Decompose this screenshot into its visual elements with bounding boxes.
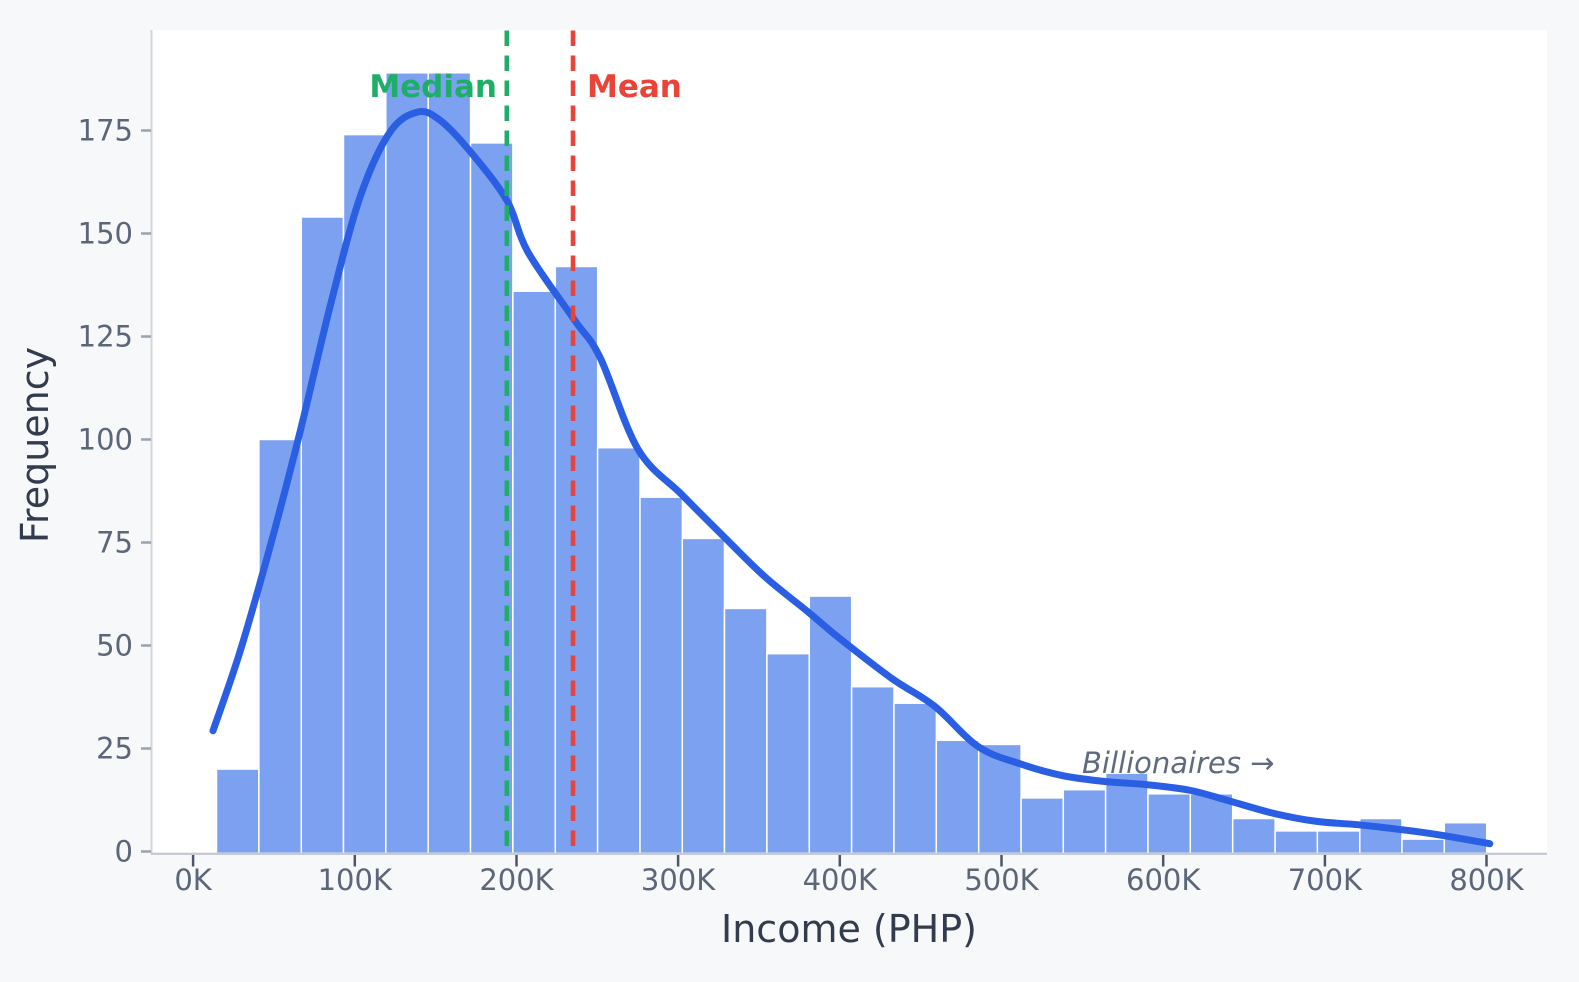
mean-line-label: Mean <box>587 69 682 105</box>
x-tick-label: 200K <box>479 863 554 897</box>
histogram-bar <box>1062 788 1107 854</box>
x-tick-label: 700K <box>1288 863 1363 897</box>
median-line-label: Median <box>369 69 497 105</box>
y-axis-label: Frequency <box>13 347 57 543</box>
x-tick-label: 300K <box>641 863 716 897</box>
histogram-bar <box>1231 817 1276 854</box>
y-tick-label: 25 <box>96 732 133 766</box>
histogram-bar <box>215 768 260 854</box>
y-tick-label: 50 <box>96 629 133 663</box>
histogram-bar <box>1147 793 1192 854</box>
histogram-bar <box>1274 830 1319 854</box>
histogram-bar <box>935 739 980 854</box>
bars-layer <box>215 72 1488 854</box>
histogram-bar <box>385 72 429 854</box>
histogram-bar <box>639 496 684 854</box>
y-tick-label: 75 <box>96 526 133 560</box>
histogram-bar <box>300 216 345 854</box>
histogram-bar <box>1316 830 1361 854</box>
histogram-bar <box>427 72 472 854</box>
x-tick-label: 100K <box>318 863 393 897</box>
histogram-bar <box>723 607 768 854</box>
x-axis-label: Income (PHP) <box>721 907 977 951</box>
histogram-bar <box>766 652 811 854</box>
histogram-bar <box>469 142 514 854</box>
x-tick-label: 0K <box>174 863 212 897</box>
histogram-bar <box>1189 793 1234 854</box>
x-tick-label: 400K <box>803 863 878 897</box>
y-tick-label: 125 <box>78 320 133 354</box>
reference-lines-layer <box>504 30 576 853</box>
billionaires-annotation: Billionaires → <box>1082 746 1274 780</box>
histogram-bar <box>1401 838 1446 854</box>
kde-curve <box>209 108 1494 848</box>
kde-layer <box>209 108 1494 848</box>
y-tick-label: 150 <box>78 217 133 251</box>
y-tick-label: 100 <box>78 423 133 457</box>
histogram-bar <box>596 446 641 854</box>
x-tick-label: 800K <box>1449 863 1524 897</box>
histogram-bar <box>893 702 938 854</box>
x-tick-label: 600K <box>1126 863 1201 897</box>
y-tick-label: 175 <box>78 114 133 148</box>
ticks-layer: 0K 100K 200K 300K 400K 500K 600K 700K 800K 0 25 50 7… <box>78 114 1525 898</box>
histogram-bar <box>681 537 726 854</box>
histogram-bar <box>1020 797 1065 854</box>
x-tick-label: 500K <box>964 863 1039 897</box>
histogram-bar <box>512 290 557 854</box>
histogram-bar <box>850 685 895 854</box>
y-tick-label: 0 <box>115 835 133 869</box>
histogram-bar <box>554 265 599 854</box>
